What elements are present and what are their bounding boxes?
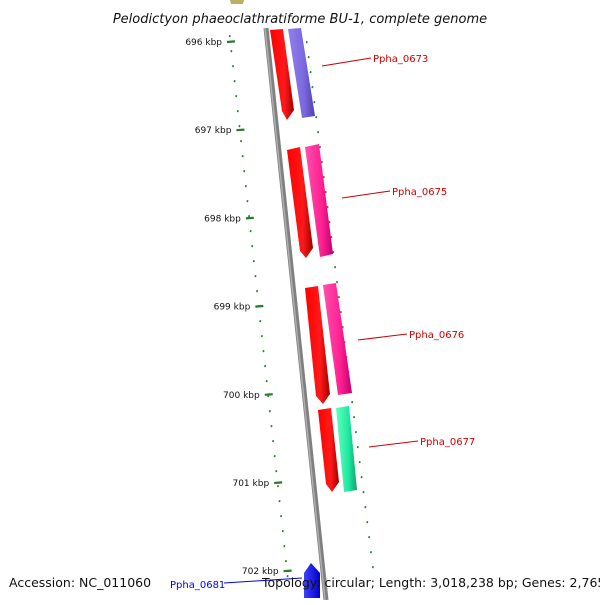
gene-label-leader: [342, 191, 390, 198]
gene-label-leader: [322, 58, 371, 66]
gene-group-2: Ppha_0676: [305, 283, 464, 404]
tick-mark: [255, 306, 263, 307]
tick-mark: [227, 41, 235, 42]
gene-group-1: Ppha_0675: [287, 144, 447, 258]
gene-label[interactable]: Ppha_0673: [373, 54, 428, 65]
gene-group-3: Ppha_0677: [318, 406, 475, 492]
gene-label-leader: [358, 334, 407, 340]
tick-mark: [284, 571, 292, 572]
genome-summary-text: Topology: circular; Length: 3,018,238 bp…: [261, 575, 600, 590]
gene-label[interactable]: Ppha_0676: [409, 330, 464, 341]
tick-label: 701 kbp: [232, 479, 269, 489]
tick-mark: [236, 130, 244, 131]
gene-group-0: Ppha_0673: [270, 28, 428, 120]
gene-label[interactable]: Ppha_0677: [420, 437, 475, 448]
genome-title: Pelodictyon phaeoclathratiforme BU-1, co…: [113, 12, 487, 27]
tick-label: 697 kbp: [195, 126, 232, 136]
tick-mark: [265, 394, 273, 395]
forward-gene-arrow[interactable]: [318, 408, 339, 492]
tick-mark: [274, 482, 282, 483]
bottom-gene-label[interactable]: Ppha_0681: [170, 580, 225, 591]
tick-label: 699 kbp: [214, 303, 251, 313]
tick-label: 696 kbp: [185, 38, 222, 48]
gene-feature-block[interactable]: [336, 406, 357, 492]
gene-label[interactable]: Ppha_0675: [392, 187, 447, 198]
partial-feature: [230, 0, 244, 4]
tick-label: 698 kbp: [204, 214, 241, 224]
tick-mark: [246, 218, 254, 219]
tick-label: 700 kbp: [223, 391, 260, 401]
gene-label-leader: [369, 441, 418, 447]
accession-text: Accession: NC_011060: [9, 575, 151, 590]
